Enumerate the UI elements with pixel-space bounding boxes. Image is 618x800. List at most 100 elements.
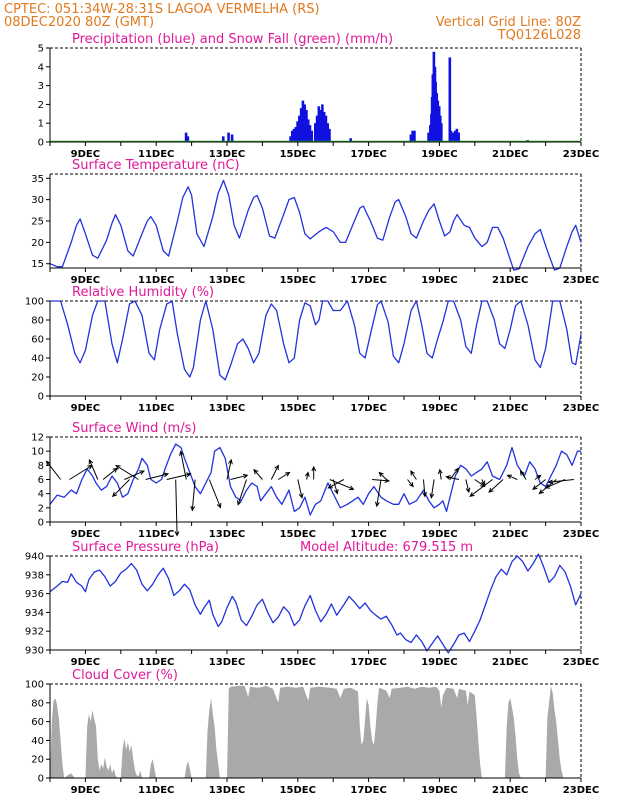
x-tick-label: 11DEC	[138, 275, 174, 286]
temp-panel: 15 20 25 30 35 9DEC 11DEC 13DEC 15DEC 17DEC 19DEC 2…	[31, 158, 599, 286]
precip-bar	[455, 128, 459, 142]
precip-bar	[298, 115, 301, 142]
precip-panel: 0 1 2 3 4 5 9DEC 11DEC 13DEC 15DEC 17DEC 19DEC 21DEC…	[38, 32, 600, 160]
precip-bar	[289, 136, 292, 142]
precip-bar	[303, 104, 306, 142]
wind-vector	[270, 464, 279, 480]
wind-vector	[445, 475, 460, 480]
x-tick-label: 13DEC	[209, 529, 245, 540]
x-tick-label: 21DEC	[492, 403, 528, 414]
x-tick-label: 15DEC	[280, 403, 316, 414]
wind-vector	[111, 479, 130, 498]
x-tick-label: 17DEC	[350, 149, 386, 160]
header-station: CPTEC: 051:34W-28:31S LAGOA VERMELHA (RS…	[4, 2, 320, 17]
x-tick-label: 21DEC	[492, 785, 528, 796]
wind-vector	[237, 479, 247, 506]
rh-title: Relative Humidity (%)	[72, 285, 214, 300]
precip-bar	[409, 134, 413, 142]
y-tick-label: 2	[38, 100, 44, 111]
y-tick-label: 938	[25, 570, 44, 581]
x-tick-label: 17DEC	[350, 657, 386, 668]
precip-bar	[186, 136, 190, 142]
wind-vector	[145, 472, 170, 480]
y-tick-label: 20	[31, 373, 44, 384]
wind-vector	[422, 479, 427, 498]
precip-bar	[294, 126, 298, 142]
precip-bar	[328, 128, 331, 142]
wind-vector	[532, 479, 546, 490]
x-tick-label: 17DEC	[350, 529, 386, 540]
x-tick-label: 17DEC	[350, 275, 386, 286]
precip-bar	[290, 130, 294, 142]
header-model: TQ0126L028	[497, 28, 581, 43]
precip-bar	[308, 125, 312, 142]
wind-vector	[437, 468, 443, 480]
precip-bar	[448, 57, 452, 142]
x-tick-label: 21DEC	[492, 149, 528, 160]
wind-vector	[519, 470, 527, 480]
pressure-title: Surface Pressure (hPa)	[72, 540, 219, 555]
y-tick-label: 60	[31, 335, 44, 346]
x-tick-label: 13DEC	[209, 403, 245, 414]
temp-title: Surface Temperature (nC)	[72, 158, 240, 173]
precip-bar	[301, 100, 305, 142]
wind-vector	[278, 471, 291, 480]
y-tick-label: 15	[31, 259, 44, 270]
y-tick-label: 25	[31, 217, 44, 228]
precip-bar	[315, 115, 319, 142]
x-tick-label: 9DEC	[71, 149, 100, 160]
wind-vector	[253, 468, 263, 480]
x-tick-label: 19DEC	[421, 403, 457, 414]
y-tick-label: 80	[31, 316, 44, 327]
precip-bar	[321, 104, 324, 142]
wind-line	[49, 443, 581, 516]
precip-bar	[314, 123, 317, 142]
precip-bar	[292, 128, 296, 142]
y-tick-label: 80	[31, 698, 44, 709]
precip-bar	[449, 130, 453, 142]
wind-vector	[410, 470, 417, 480]
wind-panel: 0 2 4 6 8 10 12 9DEC 11DEC 13DEC 15DEC 17DEC 19DEC 21…	[31, 421, 599, 540]
rh-panel: 0 20 40 60 80 100 9DEC 11DEC 13DEC 15DEC 17DEC 19DE…	[25, 285, 599, 414]
wind-vector	[506, 474, 518, 480]
wind-vector	[226, 458, 233, 480]
wind-vector	[407, 479, 414, 488]
wind-vector	[378, 471, 387, 480]
x-tick-label: 15DEC	[280, 149, 316, 160]
precip-bar	[452, 132, 455, 142]
y-tick-label: 936	[25, 589, 44, 600]
wind-vector	[297, 479, 304, 499]
wind-vector	[124, 470, 145, 480]
y-tick-label: 100	[25, 680, 44, 691]
precip-bar	[453, 130, 457, 142]
x-tick-label: 23DEC	[563, 149, 599, 160]
x-tick-label: 13DEC	[209, 657, 245, 668]
x-tick-label: 21DEC	[492, 275, 528, 286]
precip-bar	[317, 106, 321, 142]
x-tick-label: 19DEC	[421, 529, 457, 540]
pressure-panel: 930 932 934 936 938 940 9DEC 11DEC 13DEC 15DEC 17D…	[25, 540, 599, 668]
wind-vector	[166, 472, 192, 480]
precip-bar	[440, 123, 443, 142]
y-tick-label: 932	[25, 627, 44, 638]
y-tick-label: 30	[31, 195, 44, 206]
x-tick-label: 23DEC	[563, 275, 599, 286]
x-tick-label: 9DEC	[71, 657, 100, 668]
x-tick-label: 11DEC	[138, 785, 174, 796]
cloud-panel: 0 20 40 60 80 100 9DEC 11DEC 13DEC 15DEC 17DEC 19DE…	[25, 668, 599, 796]
wind-vector	[304, 471, 310, 480]
wind-vector	[45, 460, 61, 480]
y-tick-label: 0	[38, 392, 44, 403]
precip-bar	[349, 138, 352, 142]
y-tick-label: 40	[31, 736, 44, 747]
precip-bar	[427, 132, 430, 142]
y-tick-label: 60	[31, 717, 44, 728]
header-grid-line: Vertical Grid Line: 80Z	[436, 15, 581, 30]
y-tick-label: 930	[25, 646, 44, 657]
x-tick-label: 19DEC	[421, 149, 457, 160]
y-tick-label: 100	[25, 297, 44, 308]
x-tick-label: 9DEC	[71, 785, 100, 796]
y-tick-label: 0	[38, 774, 44, 785]
x-tick-label: 15DEC	[280, 529, 316, 540]
